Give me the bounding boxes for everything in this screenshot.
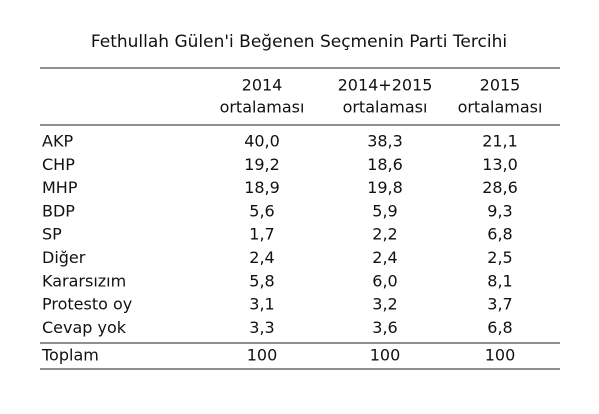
- cell-value: 3,6: [372, 318, 397, 337]
- row-label: Cevap yok: [42, 318, 127, 337]
- cell-value: 6,8: [487, 318, 512, 337]
- column-subheader: ortalaması: [458, 98, 543, 117]
- cell-value: 28,6: [482, 178, 518, 197]
- column-header: 2014+2015: [338, 76, 433, 95]
- cell-value: 19,2: [244, 155, 280, 174]
- table-title: Fethullah Gülen'i Beğenen Seçmenin Parti…: [91, 32, 507, 52]
- cell-value: 6,0: [372, 271, 397, 290]
- cell-value: 2,2: [372, 225, 397, 244]
- cell-value: 3,7: [487, 295, 512, 314]
- cell-value: 5,8: [249, 271, 274, 290]
- column-subheader: ortalaması: [220, 98, 305, 117]
- column-subheader: ortalaması: [343, 98, 428, 117]
- cell-value: 5,6: [249, 201, 274, 220]
- cell-value: 2,4: [249, 248, 274, 267]
- cell-value: 100: [370, 346, 401, 365]
- row-label: Diğer: [42, 248, 86, 267]
- column-header: 2015: [480, 76, 521, 95]
- cell-value: 18,6: [367, 155, 403, 174]
- row-label: Kararsızım: [42, 271, 126, 290]
- cell-value: 3,3: [249, 318, 274, 337]
- cell-value: 9,3: [487, 201, 512, 220]
- cell-value: 5,9: [372, 201, 397, 220]
- cell-value: 13,0: [482, 155, 518, 174]
- cell-value: 3,1: [249, 295, 274, 314]
- cell-value: 40,0: [244, 132, 280, 151]
- cell-value: 21,1: [482, 132, 518, 151]
- cell-value: 38,3: [367, 132, 403, 151]
- cell-value: 8,1: [487, 271, 512, 290]
- cell-value: 3,2: [372, 295, 397, 314]
- cell-value: 18,9: [244, 178, 280, 197]
- row-label: SP: [42, 225, 62, 244]
- row-label: Toplam: [41, 346, 99, 365]
- cell-value: 2,4: [372, 248, 397, 267]
- cell-value: 19,8: [367, 178, 403, 197]
- row-label: CHP: [42, 155, 75, 174]
- column-header: 2014: [242, 76, 283, 95]
- row-label: MHP: [42, 178, 78, 197]
- cell-value: 100: [485, 346, 516, 365]
- row-label: AKP: [42, 132, 73, 151]
- row-label: Protesto oy: [42, 295, 132, 314]
- cell-value: 2,5: [487, 248, 512, 267]
- cell-value: 100: [247, 346, 278, 365]
- row-label: BDP: [42, 201, 75, 220]
- cell-value: 1,7: [249, 225, 274, 244]
- cell-value: 6,8: [487, 225, 512, 244]
